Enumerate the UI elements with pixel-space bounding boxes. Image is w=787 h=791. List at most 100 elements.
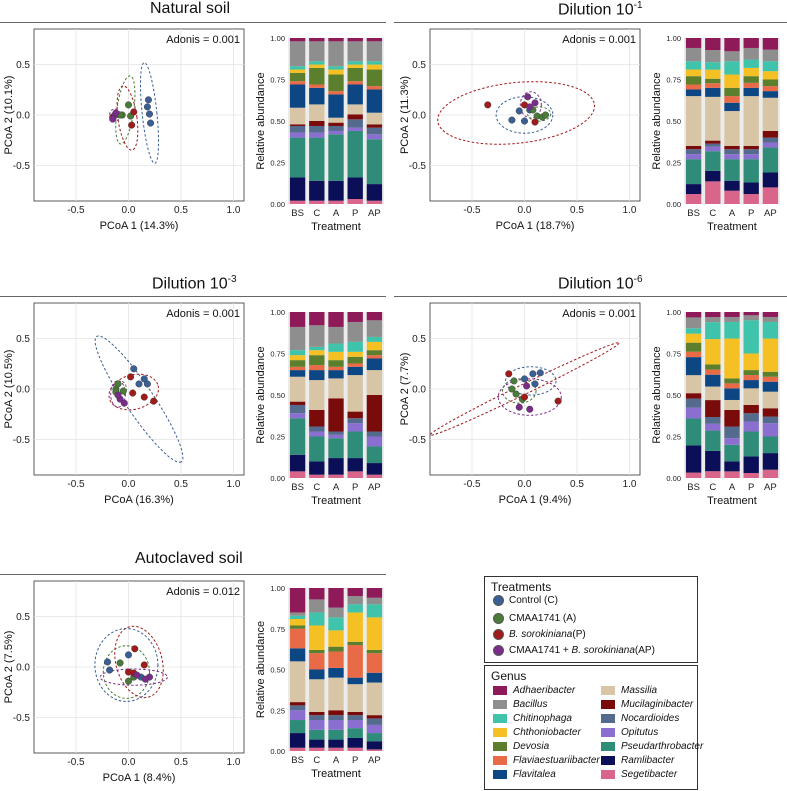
bar-segment [309, 380, 325, 410]
bar-segment [309, 715, 325, 721]
bar-segment [289, 41, 306, 67]
bar-segment [309, 747, 325, 751]
bar-segment [743, 388, 759, 405]
bar-segment [309, 38, 325, 42]
ellipse-A [527, 106, 552, 122]
x-axis-label: PCoA 1 (8.4%) [103, 772, 176, 784]
bar-segment [328, 588, 344, 608]
bar-segment [328, 747, 344, 751]
bar-segment [289, 615, 306, 619]
ellipse-AP [519, 91, 542, 119]
bar-segment [743, 421, 759, 432]
bar-segment [724, 154, 740, 160]
legend-dot [493, 595, 504, 606]
x-tick-label: 1.0 [227, 479, 241, 490]
panel-title-sup: -6 [633, 274, 643, 285]
bar-segment [366, 682, 383, 716]
genus-swatch [493, 728, 507, 737]
x-tick-label: BS [687, 208, 700, 219]
bar-segment [309, 739, 325, 748]
bar-segment [289, 125, 306, 133]
bar-segment [347, 351, 363, 357]
bar-segment [309, 431, 325, 437]
bar-segment [328, 326, 344, 344]
bar-segment [705, 400, 721, 418]
bar-segment [328, 434, 344, 439]
bar-segment [366, 320, 383, 337]
bar-segment [347, 715, 363, 721]
bar-segment [328, 125, 344, 131]
bar-segment [705, 146, 721, 152]
bar-segment [743, 76, 759, 83]
genus-legend-item: Pseudarthrobacter [601, 741, 703, 752]
bar-segment [328, 366, 344, 371]
genus-label: Ramlibacter [621, 755, 675, 766]
bar-segment [724, 87, 740, 97]
point-C [103, 658, 111, 666]
point-C [531, 380, 539, 388]
bar-segment [347, 41, 363, 62]
point-C [143, 103, 151, 111]
bar-segment [743, 431, 759, 457]
x-tick-label: BS [687, 482, 700, 493]
bar-segment [724, 471, 740, 478]
bar-segment [309, 370, 325, 381]
ellipse-AP [99, 668, 168, 686]
bar-segment [762, 142, 779, 148]
bar-segment [309, 346, 325, 351]
genus-swatch [493, 700, 507, 709]
bar-segment [347, 375, 363, 412]
bar-segment [743, 380, 759, 389]
bar-segment [328, 343, 344, 352]
point-A [116, 659, 124, 667]
bar-segment [347, 84, 363, 105]
bar-segment [289, 66, 306, 70]
bar-segment [328, 667, 344, 678]
y-tick-label: 0.5 [412, 60, 426, 71]
x-tick-label: AP [368, 482, 381, 493]
y-tick-label: 0.25 [270, 706, 285, 715]
bar-segment [328, 130, 344, 135]
point-C [520, 117, 528, 125]
bar-segment [347, 471, 363, 478]
genus-label: Adhaeribacter [513, 685, 576, 696]
bar-segment [685, 194, 702, 204]
bar-segment [328, 180, 344, 201]
panel-title-autoclaved-soil: Autoclaved soil [135, 550, 243, 568]
bar-segment [309, 426, 325, 432]
bar-segment [366, 112, 383, 125]
bar-segment [743, 96, 759, 146]
bar-segment [289, 177, 306, 201]
y-tick-label: 0.00 [270, 200, 285, 209]
genus-legend-item: Flavitalea [493, 769, 556, 780]
bar-segment [685, 375, 702, 394]
bar-segment [366, 86, 383, 90]
x-tick-label: AP [764, 482, 777, 493]
y-tick-label: -0.5 [13, 435, 31, 446]
y-tick-label: 0.50 [270, 117, 285, 126]
bar-segment [724, 378, 740, 384]
bar-segment [289, 401, 306, 405]
y-tick-label: 0.75 [666, 350, 681, 359]
bar-segment [289, 471, 306, 478]
bar-segment [724, 388, 740, 400]
bar-segment [366, 134, 383, 140]
bar-segment [366, 336, 383, 342]
x-tick-label: P [352, 208, 358, 219]
adonis-label: Adonis = 0.001 [166, 308, 240, 320]
bar-segment [366, 41, 383, 62]
bar-segment [705, 151, 721, 171]
bar-segment [743, 59, 759, 68]
bar-segment [724, 426, 740, 439]
bar-segment [762, 371, 779, 377]
bar-segment [743, 159, 759, 183]
bar-segment [685, 96, 702, 146]
point-P [140, 393, 148, 401]
bar-segment [289, 618, 306, 626]
bar-segment [289, 107, 306, 125]
genus-legend-item: Flaviaestuariibacter [493, 755, 600, 766]
y-tick-label: 0.5 [16, 60, 30, 71]
point-P [128, 121, 136, 129]
bar-segment [309, 325, 325, 347]
bar-segment [347, 356, 363, 364]
